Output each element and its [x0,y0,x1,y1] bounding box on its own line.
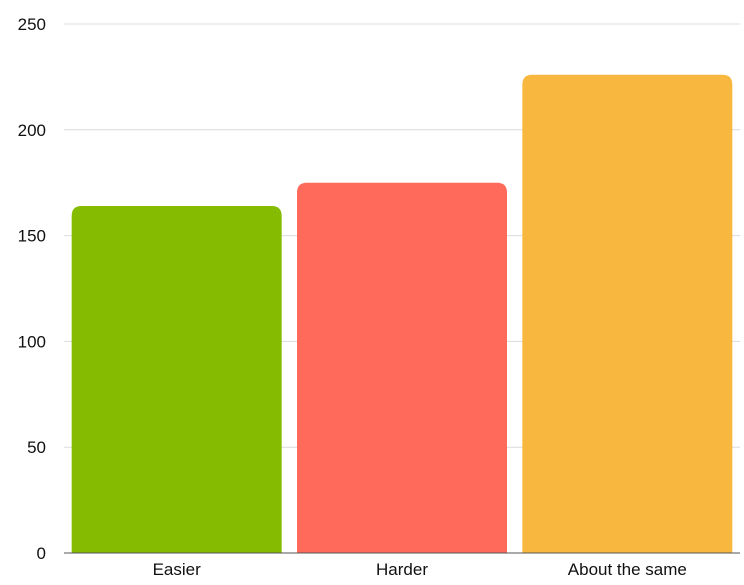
y-tick-label: 50 [27,438,46,457]
x-axis-labels: Easier Harder About the same [153,560,687,579]
y-tick-label: 150 [18,227,46,246]
x-tick-label: Easier [153,560,202,579]
y-tick-label: 100 [18,332,46,351]
bar-easier [71,205,282,553]
bar-about-the-same [522,74,733,553]
bars [71,74,733,553]
bar-harder [297,182,507,553]
y-tick-label: 250 [18,15,46,34]
x-tick-label: About the same [568,560,687,579]
x-tick-label: Harder [376,560,428,579]
y-tick-label: 200 [18,121,46,140]
y-axis-ticks: 0 50 100 150 200 250 [18,15,46,563]
y-tick-label: 0 [37,544,46,563]
